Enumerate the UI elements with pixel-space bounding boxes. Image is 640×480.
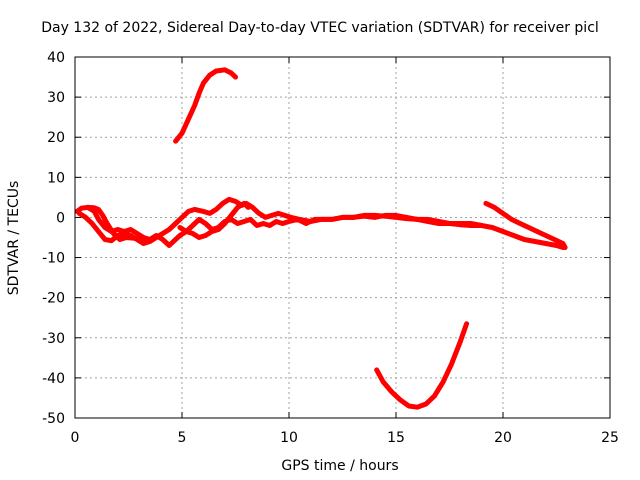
y-tick-label: -40 (42, 371, 65, 387)
chart-title: Day 132 of 2022, Sidereal Day-to-day VTE… (41, 20, 599, 36)
y-tick-label: -10 (42, 251, 65, 267)
y-tick-label: 40 (47, 50, 65, 66)
y-tick-label: 30 (47, 90, 65, 106)
series-group (74, 67, 568, 410)
x-tick-label: 0 (71, 430, 80, 446)
series-line-trace-e (243, 200, 485, 228)
series-line-trace-f (483, 200, 568, 250)
y-tick-label: 20 (47, 130, 65, 146)
x-axis-label: GPS time / hours (281, 458, 398, 474)
x-tick-label: 10 (280, 430, 298, 446)
plot-frame (74, 56, 611, 419)
x-tick-label: 20 (494, 430, 512, 446)
y-tick-label: -30 (42, 331, 65, 347)
x-tick-label: 15 (387, 430, 405, 446)
x-tick-label: 5 (178, 430, 187, 446)
y-tick-label: 10 (47, 170, 65, 186)
series-line-trace-g (173, 67, 238, 144)
grid (75, 57, 610, 418)
y-tick-label: -20 (42, 291, 65, 307)
y-tick-label: 0 (56, 210, 65, 226)
series-line-trace-h (374, 321, 470, 410)
y-tick-label: -50 (42, 411, 65, 427)
series-line-trace-d (177, 212, 566, 250)
x-tick-label: 25 (601, 430, 619, 446)
axis-ticks: 0 5 10 15 20 25 40 30 20 10 0 -10 -20 -30 -40 -50 (42, 50, 619, 446)
y-axis-label: SDTVAR / TECUs (6, 181, 22, 296)
